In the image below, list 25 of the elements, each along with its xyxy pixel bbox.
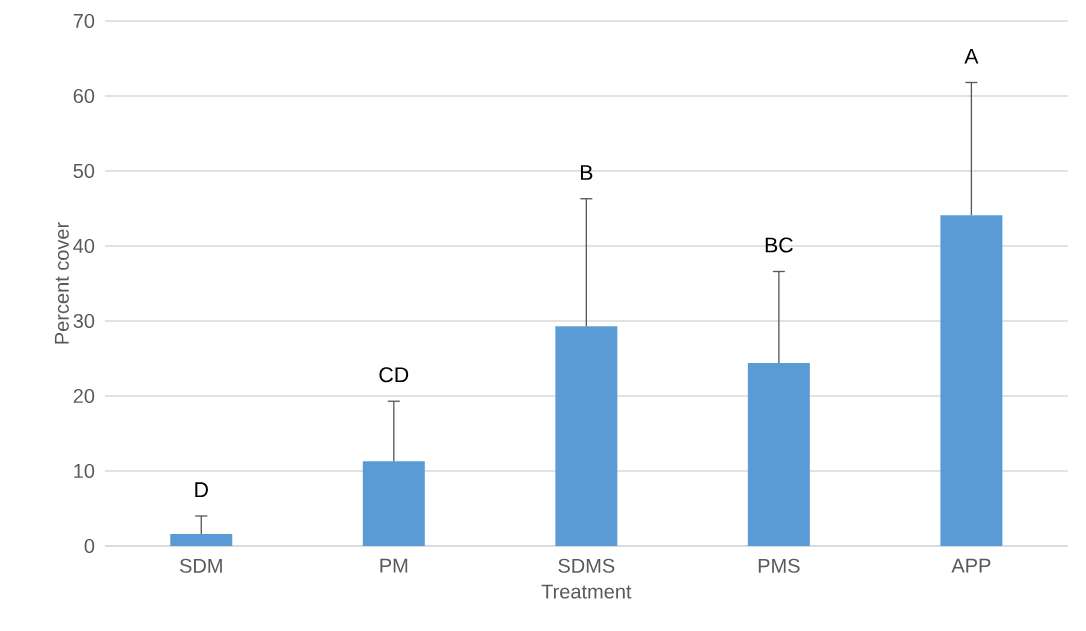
x-axis-title: Treatment xyxy=(541,584,632,599)
bar xyxy=(170,533,233,546)
y-tick-label: 30 xyxy=(73,313,95,329)
annotation: B xyxy=(580,165,593,180)
x-tick-label: SDMS xyxy=(558,558,615,573)
y-tick-label: 20 xyxy=(73,388,95,404)
annotation: CD xyxy=(379,367,409,383)
annotation: BC xyxy=(765,237,793,253)
annotation: A xyxy=(964,48,979,64)
x-tick-label: PM xyxy=(380,558,408,573)
y-tick-label: 70 xyxy=(73,13,95,29)
bar xyxy=(747,362,810,546)
bar xyxy=(555,326,618,546)
y-tick-label: 0 xyxy=(84,538,95,554)
bar xyxy=(940,215,1003,546)
x-tick-label: PMS xyxy=(758,558,800,573)
annotation: D xyxy=(195,482,208,498)
bar xyxy=(362,461,425,546)
y-tick-label: 40 xyxy=(73,238,95,254)
y-axis-title: Percent cover xyxy=(54,222,69,344)
y-tick-label: 60 xyxy=(73,88,95,104)
x-tick-label: APP xyxy=(951,558,991,573)
x-tick-label: SDM xyxy=(179,558,222,573)
y-tick-label: 50 xyxy=(73,163,95,179)
y-tick-label: 10 xyxy=(74,463,95,479)
